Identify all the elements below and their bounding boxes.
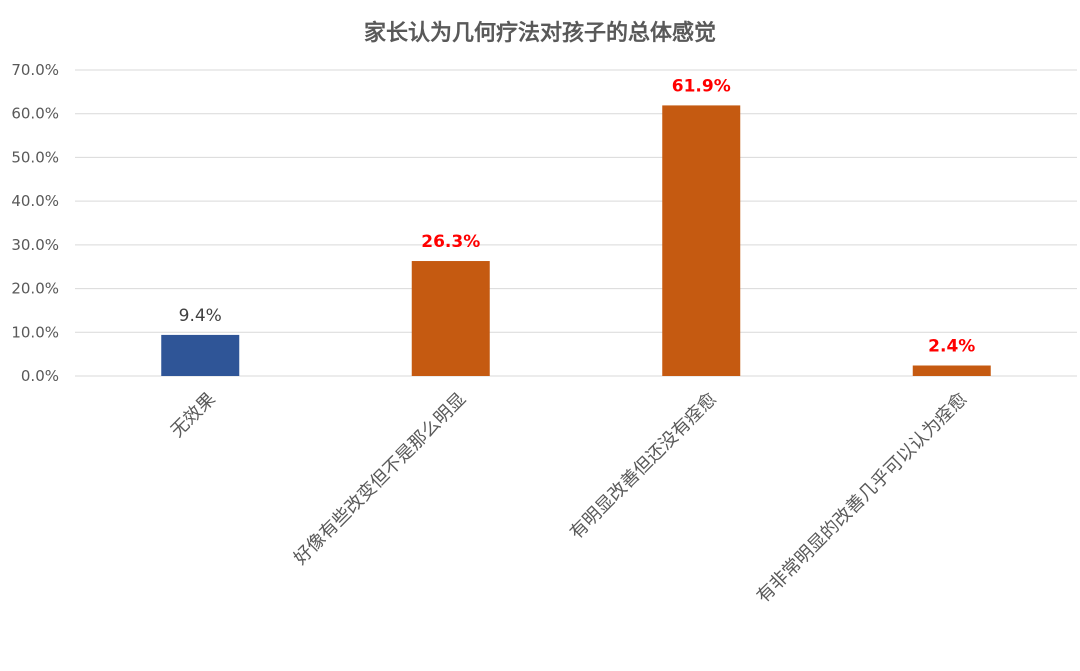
data-label: 9.4% — [179, 306, 222, 326]
bar — [662, 105, 741, 376]
chart-title: 家长认为几何疗法对孩子的总体感觉 — [364, 20, 716, 46]
y-tick-label: 30.0% — [11, 236, 59, 254]
bar — [912, 365, 991, 376]
y-tick-label: 50.0% — [11, 148, 59, 166]
data-label: 2.4% — [928, 337, 975, 357]
x-category-label: 有明显改善但还没有痊愈 — [566, 389, 721, 544]
gridlines — [75, 69, 1077, 377]
bars — [161, 105, 991, 376]
y-axis-tick-labels: 0.0% 10.0% 20.0% 30.0% 40.0% 50.0% 60.0% 70.0% — [11, 61, 59, 385]
y-tick-label: 10.0% — [11, 323, 59, 341]
x-category-label: 好像有些改变但不是那么明显 — [290, 389, 470, 569]
x-category-label: 有非常明显的改善几乎可以认为痊愈 — [753, 389, 971, 607]
data-labels: 9.4% 26.3% 61.9% 2.4% — [179, 76, 976, 356]
data-label: 26.3% — [421, 232, 480, 252]
x-axis-category-labels: 无效果 好像有些改变但不是那么明显 有明显改善但还没有痊愈 有非常明显的改善几乎可以认… — [167, 389, 972, 607]
y-tick-label: 60.0% — [11, 105, 59, 123]
bar — [411, 261, 490, 376]
data-label: 61.9% — [672, 76, 731, 96]
y-tick-label: 20.0% — [11, 280, 59, 298]
y-tick-label: 70.0% — [11, 61, 59, 79]
bar — [161, 334, 240, 376]
y-tick-label: 40.0% — [11, 192, 59, 210]
y-tick-label: 0.0% — [21, 367, 59, 385]
x-category-label: 无效果 — [167, 389, 220, 442]
